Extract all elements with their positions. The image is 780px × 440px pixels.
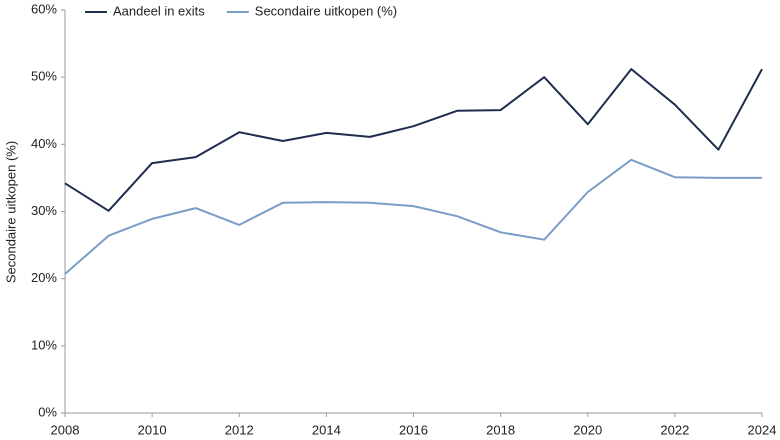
x-tick-label: 2014 [312, 422, 341, 437]
series-line [64, 68, 763, 212]
x-tick-label: 2008 [51, 422, 80, 437]
x-tick-label: 2010 [138, 422, 167, 437]
y-tick-label: 60% [31, 1, 57, 16]
x-tick-label: 2012 [225, 422, 254, 437]
y-tick-label: 50% [31, 69, 57, 84]
y-tick-label: 40% [31, 136, 57, 151]
legend-label: Aandeel in exits [113, 3, 205, 18]
x-tick-label: 2020 [573, 422, 602, 437]
y-tick-label: 30% [31, 203, 57, 218]
y-axis-label: Secondaire uitkopen (%) [3, 141, 18, 283]
y-tick-label: 0% [38, 404, 57, 419]
x-tick-label: 2018 [486, 422, 515, 437]
x-tick-label: 2024 [748, 422, 777, 437]
series-line [64, 158, 762, 275]
x-tick-label: 2016 [399, 422, 428, 437]
x-tick-label: 2022 [660, 422, 689, 437]
y-tick-label: 10% [31, 337, 57, 352]
y-tick-label: 20% [31, 270, 57, 285]
legend-label: Secondaire uitkopen (%) [255, 3, 397, 18]
